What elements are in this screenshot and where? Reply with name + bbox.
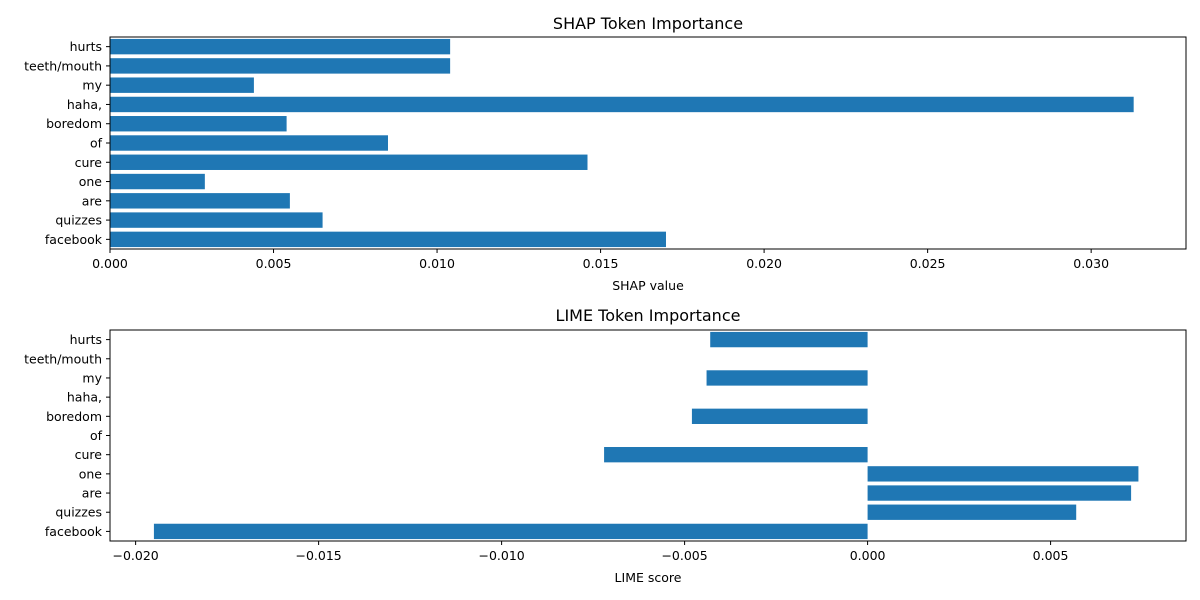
lime-y-tick-label: hurts [70, 332, 102, 347]
shap-bar [110, 154, 588, 170]
shap-bar [110, 212, 323, 228]
lime-bar [604, 447, 868, 463]
lime-y-tick-label: facebook [45, 524, 103, 539]
shap-bar [110, 231, 666, 248]
shap-y-tick-label: my [82, 78, 102, 93]
lime-bar [710, 331, 868, 348]
lime-plot-frame [109, 329, 1187, 542]
shap-y-tick-label: quizzes [55, 213, 102, 228]
shap-y-tick-label: facebook [45, 232, 103, 247]
shap-chart-title: SHAP Token Importance [553, 14, 743, 33]
lime-y-tick-label: boredom [46, 409, 102, 424]
shap-bar [110, 116, 287, 132]
lime-bar [691, 408, 868, 424]
lime-y-tick-label: haha, [67, 390, 102, 405]
lime-y-tick-label: are [82, 486, 103, 501]
lime-y-tick-label: cure [75, 447, 103, 462]
shap-y-tick-label: hurts [70, 39, 102, 54]
shap-x-tick-label: 0.000 [92, 256, 128, 271]
lime-y-tick-label: quizzes [55, 505, 102, 520]
lime-x-tick-label: 0.005 [1033, 548, 1069, 563]
shap-x-axis-label: SHAP value [612, 278, 684, 293]
lime-x-tick-label: 0.000 [850, 548, 886, 563]
shap-bar [110, 173, 205, 190]
lime-x-tick-label: −0.005 [661, 548, 707, 563]
shap-bar [110, 58, 451, 74]
lime-y-tick-label: teeth/mouth [24, 351, 102, 366]
shap-plot-frame [109, 36, 1187, 250]
shap-y-tick-label: haha, [67, 97, 102, 112]
shap-y-tick-label: boredom [46, 116, 102, 131]
lime-chart-panel: LIME Token Importance LIME score hurts te… [24, 306, 1187, 585]
shap-bar [110, 135, 388, 151]
lime-bar [153, 523, 868, 540]
lime-bar [867, 504, 1077, 520]
shap-y-tick-label: one [79, 174, 103, 189]
shap-x-tick-label: 0.030 [1073, 256, 1109, 271]
lime-y-tick-label: of [90, 428, 103, 443]
lime-x-tick-label: −0.010 [478, 548, 524, 563]
lime-y-tick-label: one [79, 466, 103, 481]
shap-bar [110, 96, 1134, 113]
lime-bar [706, 370, 868, 386]
lime-x-tick-label: −0.020 [112, 548, 158, 563]
lime-chart-title: LIME Token Importance [556, 306, 741, 325]
shap-chart-panel: SHAP Token Importance SHAP value hurts te… [24, 14, 1187, 293]
lime-bar [867, 485, 1132, 501]
shap-y-tick-label: teeth/mouth [24, 58, 102, 73]
shap-y-tick-label: are [82, 193, 103, 208]
shap-y-tick-label: of [90, 136, 103, 151]
shap-bar [110, 38, 451, 55]
shap-y-tick-label: cure [75, 155, 103, 170]
lime-y-tick-label: my [82, 370, 102, 385]
shap-x-tick-label: 0.005 [256, 256, 292, 271]
shap-bar [110, 77, 254, 93]
shap-x-tick-label: 0.010 [419, 256, 455, 271]
lime-x-axis-label: LIME score [615, 570, 682, 585]
lime-x-tick-label: −0.015 [295, 548, 341, 563]
shap-x-tick-label: 0.025 [910, 256, 946, 271]
shap-bar [110, 193, 290, 209]
lime-bar [867, 466, 1139, 482]
shap-x-tick-label: 0.020 [746, 256, 782, 271]
shap-x-tick-label: 0.015 [583, 256, 619, 271]
